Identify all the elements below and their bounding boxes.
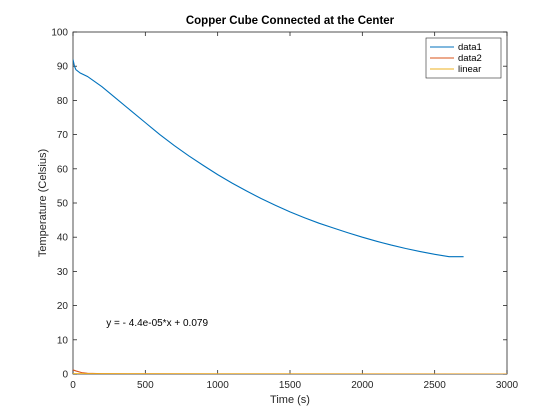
plot-frame: [72, 31, 508, 375]
legend-entry-data1: data1: [458, 42, 482, 53]
y-tick-label: 60: [57, 164, 69, 175]
y-tick-label: 100: [51, 28, 68, 39]
legend-entry-data2: data2: [458, 53, 482, 64]
x-axis-label: Time (s): [270, 394, 310, 406]
x-axis-ticks: 0 500 1000 1500 2000 2500 3000: [70, 32, 519, 391]
y-tick-label: 70: [57, 130, 69, 141]
y-tick-label: 10: [57, 335, 69, 346]
series-layer: [73, 59, 507, 374]
annotation-layer: y = - 4.4e-05*x + 0.079: [106, 318, 208, 329]
x-tick-label: 3000: [496, 380, 519, 391]
y-tick-label: 30: [57, 267, 69, 278]
y-tick-label: 50: [57, 199, 69, 210]
x-tick-label: 500: [137, 380, 154, 391]
chart-title: Copper Cube Connected at the Center: [186, 15, 395, 27]
y-tick-label: 40: [57, 233, 69, 244]
y-tick-label: 90: [57, 62, 69, 73]
x-tick-label: 1000: [207, 380, 230, 391]
y-tick-label: 20: [57, 301, 69, 312]
legend-entry-linear: linear: [458, 64, 481, 75]
series-line-data1: [73, 59, 464, 258]
x-tick-label: 2000: [351, 380, 374, 391]
x-tick-label: 1500: [279, 380, 302, 391]
y-axis-ticks: 0 10 20 30 40 50 60 70 80 90 100: [51, 28, 507, 381]
x-tick-label: 2500: [424, 380, 447, 391]
y-tick-label: 0: [62, 370, 68, 381]
y-axis-label: Temperature (Celsius): [37, 149, 49, 257]
x-tick-label: 0: [70, 380, 76, 391]
fit-equation-annotation: y = - 4.4e-05*x + 0.079: [106, 318, 208, 329]
y-tick-label: 80: [57, 96, 69, 107]
